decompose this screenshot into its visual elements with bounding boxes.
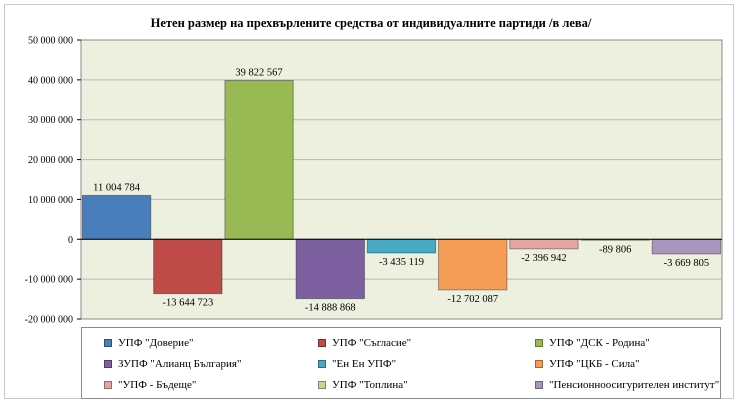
bar — [224, 80, 294, 240]
legend-item: УПФ "ДСК - Родина" — [535, 337, 650, 349]
legend-item: УПФ "ЦКБ - Сила" — [535, 358, 640, 370]
y-tick-label: 50 000 000 — [28, 36, 73, 47]
legend-item: УПФ "Съгласие" — [318, 337, 411, 349]
bar — [509, 238, 579, 250]
chart-title: Нетен размер на прехвърлените средства о… — [151, 16, 592, 30]
data-label: -2 396 942 — [521, 253, 567, 264]
bar — [438, 238, 508, 291]
y-tick-label: 10 000 000 — [28, 195, 73, 206]
legend-label: УПФ "Доверие" — [118, 337, 194, 349]
bar — [153, 238, 223, 295]
legend-swatch — [318, 381, 326, 389]
chart-frame: Нетен размер на прехвърлените средства о… — [4, 4, 734, 399]
bar — [81, 194, 152, 240]
legend-label: УПФ "ДСК - Родина" — [549, 337, 650, 349]
legend-label: УПФ "ЦКБ - Сила" — [549, 358, 640, 370]
legend-swatch — [535, 381, 543, 389]
legend-item: ЗУПФ "Алианц България" — [104, 358, 241, 370]
legend-label: "Ен Ен УПФ" — [332, 358, 397, 370]
legend-swatch — [318, 339, 326, 347]
legend-label: УПФ "Съгласие" — [332, 337, 412, 349]
legend-swatch — [104, 339, 112, 347]
bars — [81, 80, 722, 300]
data-label: -3 435 119 — [379, 257, 424, 268]
legend-item: "Пенсионноосигурителен институт" — [535, 379, 719, 391]
data-label: -14 888 868 — [305, 303, 356, 314]
legend-label: УПФ "Топлина" — [332, 379, 408, 391]
legend-swatch — [104, 360, 112, 368]
y-tick-label: 0 — [68, 235, 73, 246]
chart-canvas: Нетен размер на прехвърлените средства о… — [25, 16, 723, 326]
y-tick-label: 30 000 000 — [28, 115, 73, 126]
legend-swatch — [104, 381, 112, 389]
legend-item: "УПФ - Бъдеще" — [104, 379, 196, 391]
data-label: -3 669 805 — [664, 258, 710, 269]
y-axis: 50 000 000 40 000 000 30 000 000 20 000 000… — [25, 36, 81, 326]
data-label: -89 806 — [599, 244, 631, 255]
legend-swatch — [318, 360, 326, 368]
legend-swatch — [535, 339, 543, 347]
legend-label: "УПФ - Бъдеще" — [118, 379, 197, 391]
data-label: -12 702 087 — [447, 294, 498, 305]
legend-label: ЗУПФ "Алианц България" — [118, 358, 242, 370]
legend-swatch — [535, 360, 543, 368]
legend-item: УПФ "Топлина" — [318, 379, 408, 391]
y-tick-label: -10 000 000 — [25, 275, 73, 286]
y-tick-label: 20 000 000 — [28, 155, 73, 166]
legend: УПФ "Доверие" УПФ "Съгласие" УПФ "ДСК - Ро… — [81, 327, 721, 399]
bar — [366, 238, 437, 254]
data-label: 11 004 784 — [93, 182, 141, 193]
y-tick-label: -20 000 000 — [25, 315, 73, 326]
bar — [651, 238, 722, 255]
legend-item: УПФ "Доверие" — [104, 337, 193, 349]
data-label: 39 822 567 — [235, 68, 282, 79]
legend-label: "Пенсионноосигурителен институт" — [549, 379, 720, 391]
bar — [295, 238, 365, 300]
y-tick-label: 40 000 000 — [28, 75, 73, 86]
legend-item: "Ен Ен УПФ" — [318, 358, 396, 370]
data-label: -13 644 723 — [162, 298, 213, 309]
data-labels: 11 004 784 -13 644 723 39 822 567 -14 888 8… — [93, 68, 709, 314]
